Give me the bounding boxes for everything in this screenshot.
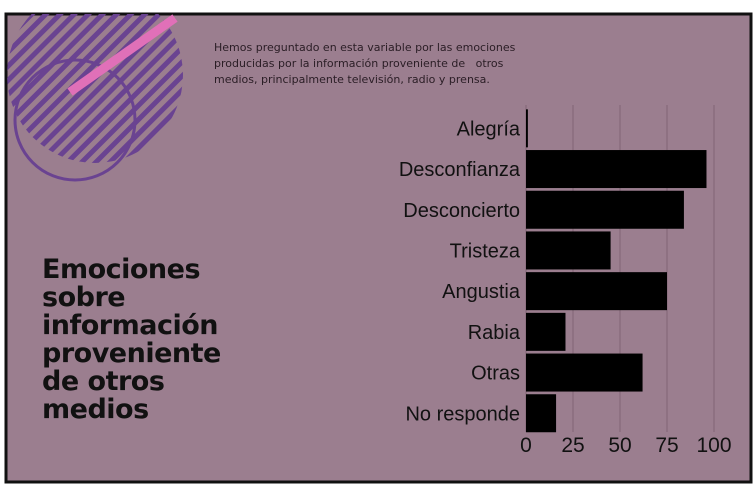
bar (526, 394, 557, 433)
bar (526, 109, 528, 148)
bar (526, 231, 611, 270)
title-line: medios (42, 394, 149, 425)
y-tick-label: Desconfianza (399, 159, 521, 181)
y-tick-label: Rabia (468, 322, 521, 344)
x-tick-label: 100 (696, 434, 731, 457)
bar (526, 272, 667, 311)
subtitle-line: producidas por la información provenient… (214, 57, 504, 70)
bar (526, 150, 707, 189)
title-line: información (42, 310, 218, 341)
bar (526, 353, 643, 392)
chart-title: Emociones sobre información proveniente de o… (42, 256, 221, 424)
chart-subtitle: Hemos preguntado en esta variable por la… (214, 40, 515, 88)
decor-circle (13, 58, 137, 182)
title-line: sobre (42, 282, 126, 313)
x-tick-label: 50 (608, 434, 631, 457)
bar (526, 190, 684, 229)
subtitle-line: medios, principalmente televisión, radio… (214, 73, 490, 86)
x-tick-label: 25 (561, 434, 584, 457)
y-tick-label: Angustia (442, 281, 521, 303)
subtitle-line: Hemos preguntado en esta variable por la… (214, 41, 516, 54)
title-line: Emociones (42, 254, 201, 285)
decor-stripes (7, 14, 183, 163)
title-line: de otros (42, 366, 165, 397)
x-tick-label: 0 (520, 434, 532, 457)
y-tick-label: Desconcierto (403, 200, 520, 222)
x-tick-label: 75 (655, 434, 678, 457)
decor-line (67, 14, 178, 96)
y-tick-label: Alegría (457, 118, 521, 140)
title-line: proveniente (42, 338, 221, 369)
bar (526, 312, 566, 351)
y-tick-label: No responde (405, 403, 520, 425)
y-tick-label: Tristeza (450, 240, 521, 262)
y-tick-label: Otras (471, 363, 520, 385)
